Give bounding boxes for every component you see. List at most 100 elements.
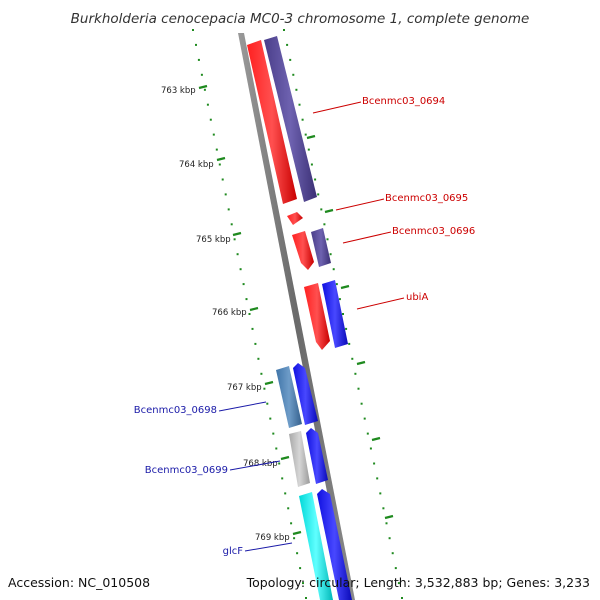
guide-dot [302, 582, 304, 585]
guide-dot [278, 462, 281, 465]
left-dotted-guide [192, 29, 307, 599]
kbp-label-765: 765 kbp [196, 235, 231, 245]
tick-768 [280, 455, 290, 461]
guide-dot [354, 372, 357, 375]
tick-764 [216, 156, 226, 162]
gene-0698-forward [293, 363, 318, 425]
guide-dot [401, 597, 403, 599]
guide-dot [192, 29, 194, 31]
guide-dot [287, 507, 290, 510]
gene-labels: Bcenmc03_0694 Bcenmc03_0695 Bcenmc03_069… [134, 96, 476, 557]
guide-dot [345, 327, 348, 330]
guide-dot [332, 268, 335, 271]
guide-dot [329, 253, 332, 256]
guide-dot [245, 298, 248, 301]
kbp-scale: 763 kbp 764 kbp 765 kbp 766 kbp 767 kbp … [161, 84, 302, 543]
kbp-label-768: 768 kbp [243, 459, 278, 469]
guide-dot [283, 29, 285, 31]
guide-dot [251, 327, 254, 330]
guide-dot [257, 357, 260, 360]
tick-763 [198, 84, 208, 90]
gene-0694-forward [264, 36, 317, 202]
tick-767 [264, 380, 274, 386]
guide-dot [293, 537, 296, 540]
guide-dot [200, 73, 203, 76]
guide-dot [351, 357, 354, 360]
tick-765 [232, 231, 242, 237]
guide-dot [307, 148, 310, 151]
guide-dot [304, 133, 307, 136]
guide-dot [348, 342, 351, 345]
gene-0696-forward [311, 228, 331, 267]
guide-dot [357, 387, 360, 390]
kbp-label-763: 763 kbp [161, 86, 196, 96]
guide-dot [379, 492, 382, 495]
guide-dot [360, 402, 363, 405]
guide-dot [269, 417, 272, 420]
guide-dot [254, 342, 257, 345]
gene-label-ubia[interactable]: ubiA [406, 292, 428, 303]
guide-dot [373, 462, 376, 465]
guide-dot [394, 567, 397, 570]
gene-ubia-forward [322, 280, 348, 348]
map-title: Burkholderia cenocepacia MC0-3 chromosom… [71, 11, 530, 27]
right-ticks [306, 134, 394, 520]
tick-766 [249, 306, 259, 312]
guide-dot [224, 193, 227, 196]
guide-dot [275, 447, 278, 450]
guide-dot [284, 492, 287, 495]
kbp-label-769: 769 kbp [255, 533, 290, 543]
gene-glcf-forward [317, 489, 352, 600]
gene-0694-reverse [247, 40, 297, 204]
guide-dot [301, 118, 304, 121]
guide-dot [295, 88, 298, 91]
guide-dot [218, 163, 221, 166]
guide-dot [233, 238, 236, 241]
guide-dot [335, 283, 338, 286]
gene-label-glcf[interactable]: glcF [223, 546, 244, 557]
guide-dot [266, 402, 269, 405]
gene-ubia-reverse [304, 283, 330, 350]
gene-0699-reverse [289, 431, 310, 487]
guide-dot [242, 283, 245, 286]
guide-dot [305, 597, 307, 599]
guide-dot [195, 43, 197, 46]
guide-dot [209, 118, 212, 121]
guide-dot [323, 223, 326, 226]
guide-dot [212, 133, 215, 136]
guide-dot [310, 163, 313, 166]
guide-dot [239, 268, 242, 271]
gene-label-0695[interactable]: Bcenmc03_0695 [385, 193, 468, 204]
guide-dot [292, 73, 295, 76]
guide-dot [382, 507, 385, 510]
gene-0696-reverse [292, 231, 314, 270]
guide-dot [289, 58, 292, 61]
guide-dot [248, 313, 251, 315]
guide-dot [342, 313, 344, 315]
guide-dot [385, 522, 388, 525]
gene-label-0694[interactable]: Bcenmc03_0694 [362, 96, 445, 107]
guide-dot [215, 148, 218, 151]
guide-dot [298, 103, 301, 106]
guide-dot [227, 208, 230, 211]
tick-769 [292, 530, 302, 536]
gene-label-0696[interactable]: Bcenmc03_0696 [392, 226, 475, 237]
guide-dot [236, 253, 239, 256]
guide-dot [230, 223, 233, 226]
gene-glcf-reverse [299, 492, 333, 600]
gene-0698-reverse [276, 366, 302, 428]
guide-dot [221, 178, 224, 181]
guide-dot [314, 178, 317, 181]
guide-dot [388, 537, 391, 540]
guide-dot [296, 552, 299, 555]
gene-label-0699[interactable]: Bcenmc03_0699 [145, 465, 228, 476]
kbp-label-764: 764 kbp [179, 160, 214, 170]
guide-dot [197, 58, 200, 61]
topology-text: Topology: circular; Length: 3,532,883 bp… [246, 575, 590, 590]
kbp-label-766: 766 kbp [212, 308, 247, 318]
gene-label-0698[interactable]: Bcenmc03_0698 [134, 405, 217, 416]
gene-features[interactable] [247, 36, 352, 600]
chromosome-backbone [238, 33, 355, 600]
gene-0695 [287, 212, 303, 225]
guide-dot [206, 103, 209, 106]
